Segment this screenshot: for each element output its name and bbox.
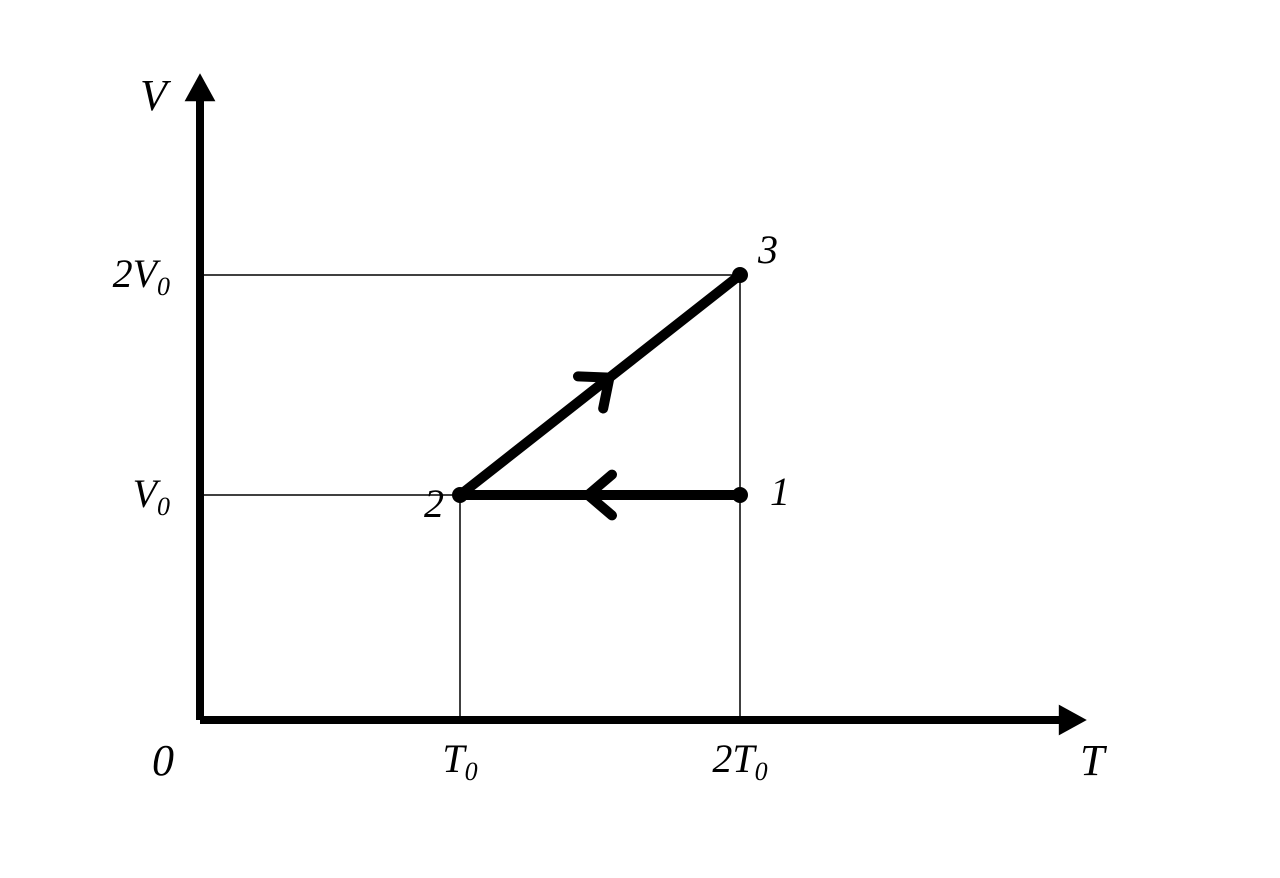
state-label-2: 2 <box>424 481 444 526</box>
origin-label: 0 <box>152 736 174 785</box>
vt-diagram: VT0T02T0V02V0123 <box>0 0 1280 878</box>
state-point-3 <box>732 267 748 283</box>
state-point-2 <box>452 487 468 503</box>
state-label-1: 1 <box>770 469 790 514</box>
state-point-1 <box>732 487 748 503</box>
state-label-3: 3 <box>757 227 778 272</box>
x-axis-label: T <box>1080 736 1108 785</box>
